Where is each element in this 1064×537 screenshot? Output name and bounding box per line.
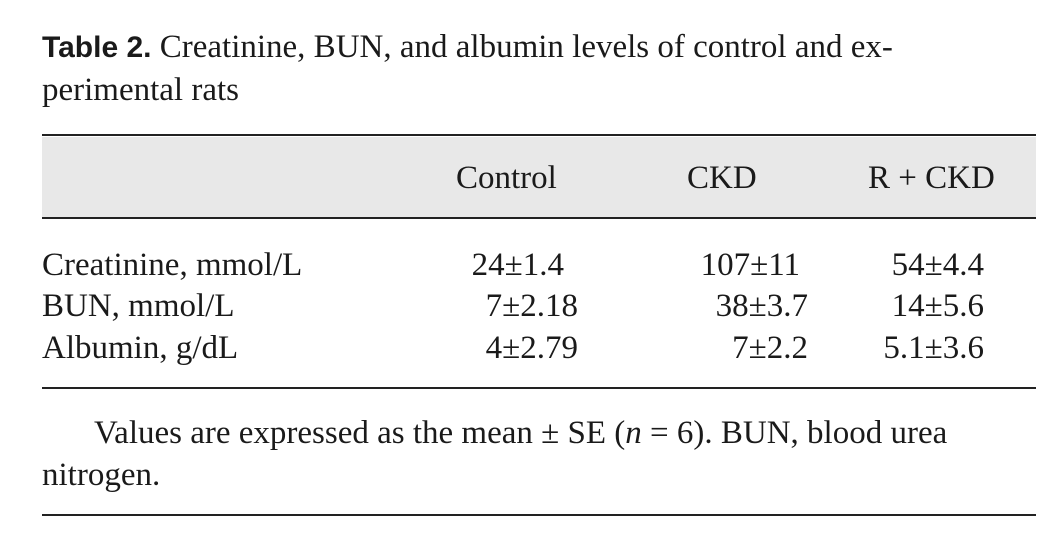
top-rule: [42, 134, 1036, 136]
body-bottom-rule: [42, 387, 1036, 389]
cell-creatinine-control: 24±1.4: [471, 247, 564, 283]
column-header-ckd: CKD: [687, 160, 757, 196]
cell-creatinine-ckd: 107±11: [700, 247, 800, 283]
header-band: [42, 137, 1036, 218]
header-rule: [42, 217, 1036, 219]
cell-bun-r-ckd: 14±5.6: [891, 288, 984, 324]
n-symbol: n: [625, 415, 642, 451]
row-label-albumin: Albumin, g/dL: [42, 330, 239, 366]
cell-creatinine-r-ckd: 54±4.4: [891, 247, 984, 283]
cell-albumin-r-ckd: 5.1±3.6: [883, 330, 984, 366]
row-label-creatinine: Creatinine, mmol/L: [42, 247, 303, 283]
table-label: Table 2.: [42, 31, 152, 64]
table-footnote: Values are expressed as the mean ± SE (n…: [42, 415, 948, 493]
column-header-control: Control: [456, 160, 557, 196]
cell-bun-control: 7±2.18: [485, 288, 578, 324]
cell-albumin-control: 4±2.79: [485, 330, 578, 366]
row-label-bun: BUN, mmol/L: [42, 288, 235, 324]
cell-bun-ckd: 38±3.7: [715, 288, 808, 324]
table-caption: Table 2. Creatinine, BUN, and albumin le…: [42, 26, 1032, 111]
bottom-rule: [42, 514, 1036, 516]
table-title: Creatinine, BUN, and albumin levels of c…: [42, 29, 893, 108]
column-header-r-ckd: R + CKD: [868, 160, 995, 196]
cell-albumin-ckd: 7±2.2: [732, 330, 808, 366]
